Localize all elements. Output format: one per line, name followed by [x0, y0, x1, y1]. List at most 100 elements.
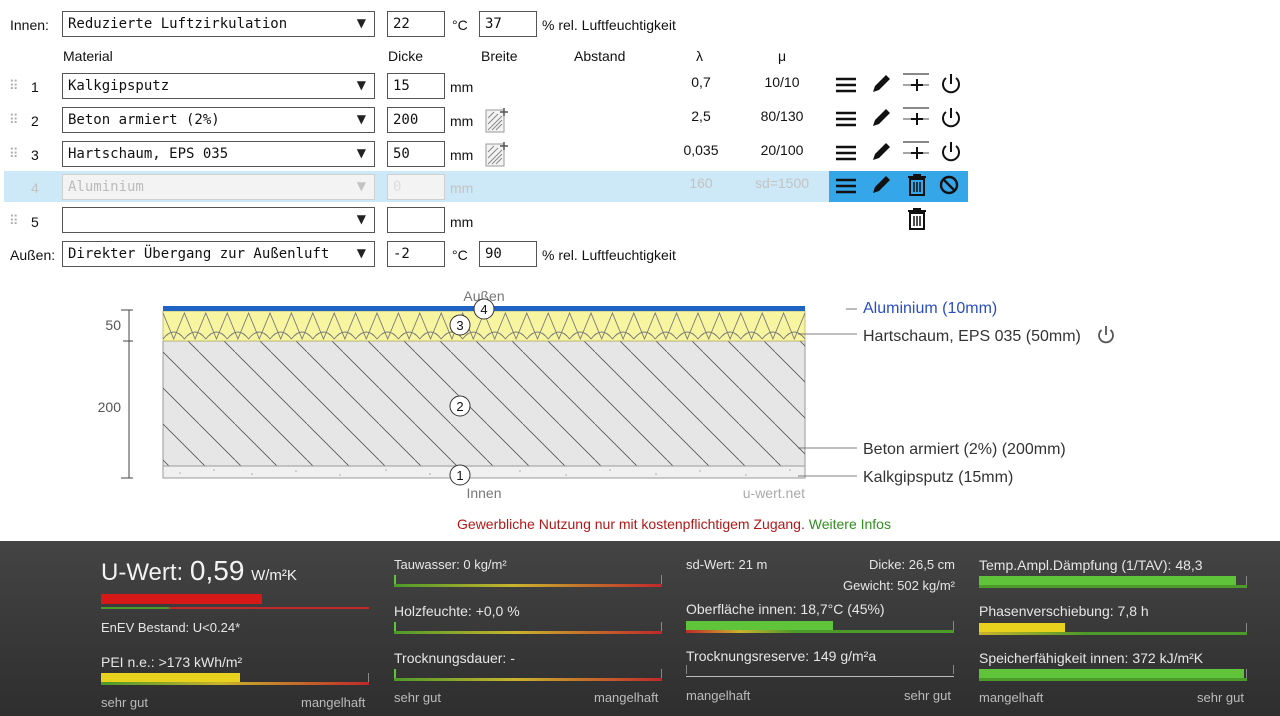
layer-4-thickness-input[interactable]: 0	[387, 174, 445, 200]
innen-temp-unit: °C	[452, 17, 468, 33]
add-row-icon[interactable]	[902, 105, 930, 127]
drying-reserve-text: Trocknungsreserve: 149 g/m²a	[686, 648, 877, 664]
add-row-icon[interactable]	[902, 71, 930, 93]
license-notice-text: Gewerbliche Nutzung nur mit kostenpflich…	[457, 516, 805, 532]
aussen-label: Außen:	[10, 247, 56, 263]
innen-humidity-input[interactable]: 37	[479, 11, 537, 37]
menu-icon[interactable]	[835, 108, 857, 130]
u-value-number: 0,59	[189, 555, 245, 586]
layer-5-material-select[interactable]: ▼	[62, 207, 375, 233]
dimension-line	[121, 309, 133, 479]
layer-material-value: Aluminium	[68, 179, 144, 195]
trocknungsdauer-bar	[394, 669, 662, 681]
aussen-climate-select[interactable]: Direkter Übergang zur Außenluft ▼	[62, 241, 375, 267]
add-row-icon[interactable]	[902, 139, 930, 161]
thickness-unit: mm	[450, 79, 474, 95]
dim-label-50: 50	[105, 317, 121, 333]
aussen-temp-input[interactable]: -2	[387, 241, 445, 267]
layer-lambda: 160	[689, 175, 713, 191]
scale-bad-label: mangelhaft	[686, 688, 751, 703]
layer-1-thickness-input[interactable]: 15	[387, 73, 445, 99]
pencil-icon[interactable]	[870, 73, 892, 95]
power-icon[interactable]	[939, 140, 963, 164]
drag-handle-icon[interactable]: ⠿	[9, 112, 18, 127]
add-inhomogeneous-layer-icon[interactable]	[485, 140, 511, 168]
add-inhomogeneous-layer-icon[interactable]	[485, 106, 511, 134]
header-abstand: Abstand	[574, 48, 626, 64]
pencil-icon[interactable]	[870, 174, 892, 196]
aussen-humidity-input[interactable]: 90	[479, 241, 537, 267]
holzfeuchte-text: Holzfeuchte: +0,0 %	[394, 603, 520, 619]
layer-lambda: 0,035	[683, 142, 719, 158]
more-info-link[interactable]: Weitere Infos	[808, 516, 891, 532]
innen-humidity-unit: % rel. Luftfeuchtigkeit	[542, 17, 676, 33]
header-lambda: λ	[696, 48, 703, 64]
layer-marker-4: 4	[480, 302, 487, 317]
scale-bad-label: mangelhaft	[979, 690, 1044, 705]
layer-mu: 20/100	[760, 142, 804, 158]
power-icon[interactable]	[1095, 324, 1117, 346]
chevron-down-icon: ▼	[356, 246, 366, 260]
header-dicke: Dicke	[388, 48, 424, 64]
chevron-down-icon: ▼	[356, 16, 366, 30]
layer-lambda: 2,5	[691, 108, 711, 124]
thickness-unit: mm	[450, 113, 474, 129]
layer-marker-2: 2	[456, 399, 463, 414]
layer-mu: 10/10	[764, 74, 800, 90]
power-icon[interactable]	[939, 72, 963, 96]
pei-bar-fill	[101, 673, 241, 682]
layer-3-thickness-input[interactable]: 50	[387, 141, 445, 167]
header-material: Material	[63, 48, 113, 64]
power-icon[interactable]	[939, 106, 963, 130]
eps-arcs	[162, 331, 806, 340]
layer-marker-1: 1	[456, 468, 463, 483]
trash-icon[interactable]	[906, 207, 928, 231]
trocknungsdauer-text: Trocknungsdauer: -	[394, 650, 515, 666]
temp-amplitude-text: Temp.Ampl.Dämpfung (1/TAV): 48,3	[979, 557, 1203, 573]
disable-icon[interactable]	[938, 174, 960, 196]
aussen-climate-value: Direkter Übergang zur Außenluft	[68, 246, 330, 262]
drag-handle-icon[interactable]: ⠿	[9, 213, 18, 228]
menu-icon[interactable]	[835, 142, 857, 164]
menu-icon[interactable]	[835, 74, 857, 96]
chevron-down-icon: ▼	[356, 78, 366, 92]
layer-1-material-select[interactable]: Kalkgipsputz ▼	[62, 73, 375, 99]
thickness-unit: mm	[450, 214, 474, 230]
menu-icon[interactable]	[835, 175, 857, 197]
scale-good-label: sehr gut	[101, 695, 148, 710]
layer-number: 2	[31, 113, 39, 129]
layer-lambda: 0,7	[691, 74, 711, 90]
layer-mu: sd=1500	[754, 175, 810, 191]
heat-storage-bar-fill	[979, 669, 1245, 678]
layer-number: 3	[31, 147, 39, 163]
layer-number: 4	[31, 180, 39, 196]
pencil-icon[interactable]	[870, 107, 892, 129]
temp-amplitude-bar	[979, 576, 1247, 588]
scale-bad-label: mangelhaft	[301, 695, 366, 710]
aussen-humidity-unit: % rel. Luftfeuchtigkeit	[542, 247, 676, 263]
legend-aluminium: Aluminium (10mm)	[863, 300, 997, 317]
layer-2-thickness-input[interactable]: 200	[387, 107, 445, 133]
plaster-dots	[179, 469, 791, 476]
inside-label: Innen	[466, 485, 501, 501]
layer-2-material-select[interactable]: Beton armiert (2%) ▼	[62, 107, 375, 133]
layer-3-material-select[interactable]: Hartschaum, EPS 035 ▼	[62, 141, 375, 167]
phase-shift-bar	[979, 623, 1247, 635]
trash-icon[interactable]	[906, 173, 928, 197]
thickness-unit: mm	[450, 147, 474, 163]
layer-material-value: Kalkgipsputz	[68, 78, 170, 94]
heat-storage-text: Speicherfähigkeit innen: 372 kJ/m²K	[979, 650, 1204, 666]
innen-climate-select[interactable]: Reduzierte Luftzirkulation ▼	[62, 11, 375, 37]
drag-handle-icon[interactable]: ⠿	[9, 78, 18, 93]
drag-handle-icon[interactable]: ⠿	[9, 146, 18, 161]
heat-storage-bar	[979, 669, 1247, 681]
surface-temp-bar-fill	[686, 621, 834, 630]
outside-label: Außen	[463, 288, 504, 304]
layer-5-thickness-input[interactable]	[387, 207, 445, 233]
innen-temp-input[interactable]: 22	[387, 11, 445, 37]
tauwasser-bar	[394, 575, 662, 587]
layer-4-material-select[interactable]: Aluminium ▼	[62, 174, 375, 200]
u-value-bar-fill	[101, 594, 262, 604]
innen-label: Innen:	[10, 17, 49, 33]
pencil-icon[interactable]	[870, 141, 892, 163]
